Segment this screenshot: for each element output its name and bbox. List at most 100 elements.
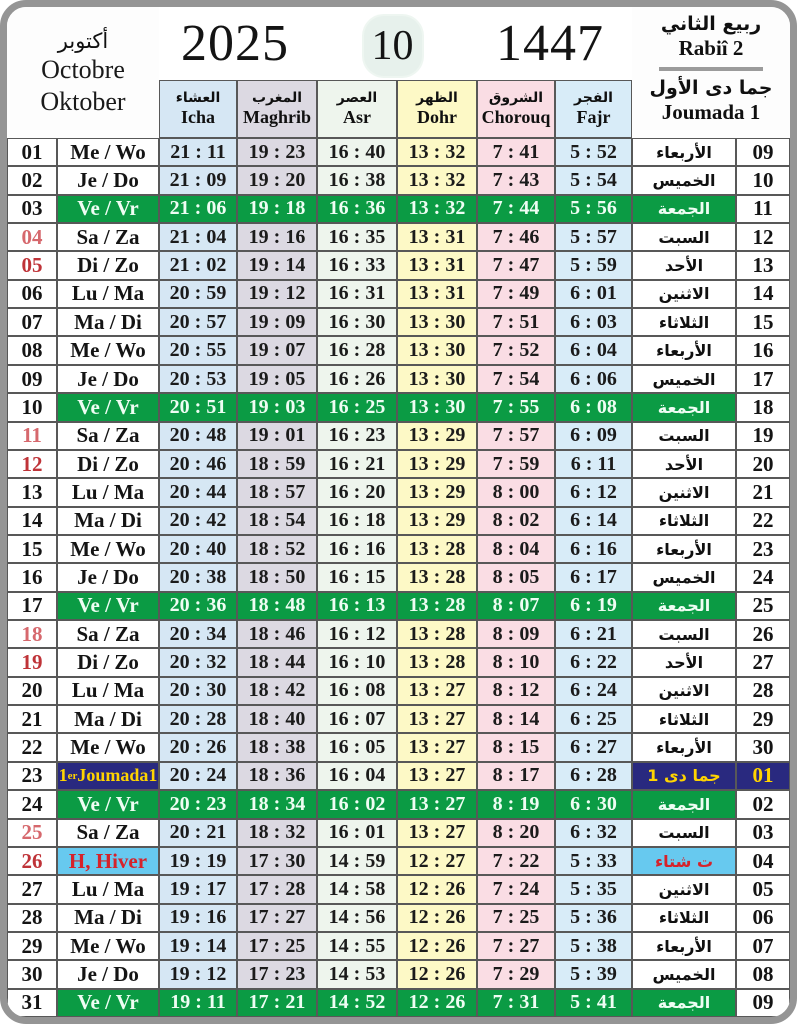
gregorian-date: 23 xyxy=(7,761,57,791)
day-label: Lu / Ma xyxy=(57,279,159,309)
time-chorouq: 8 : 02 xyxy=(477,506,555,535)
time-maghrib: 17 : 21 xyxy=(237,988,317,1017)
hijri-date: 01 xyxy=(736,761,790,791)
time-icha: 21 : 11 xyxy=(159,138,237,167)
time-fajr: 5 : 39 xyxy=(555,960,632,989)
hijri-date: 24 xyxy=(736,563,790,592)
time-icha: 20 : 40 xyxy=(159,534,237,564)
time-asr: 16 : 08 xyxy=(317,676,397,706)
time-dohr: 13 : 31 xyxy=(397,251,477,280)
time-asr: 16 : 23 xyxy=(317,421,397,450)
time-maghrib: 19 : 09 xyxy=(237,308,317,337)
time-chorouq: 7 : 51 xyxy=(477,308,555,337)
time-asr: 16 : 15 xyxy=(317,563,397,592)
time-dohr: 13 : 31 xyxy=(397,223,477,252)
gregorian-date: 18 xyxy=(7,620,57,649)
column-header-maghrib: المغرب Maghrib xyxy=(237,80,317,138)
arabic-day-name: الجمعة xyxy=(632,591,736,621)
column-header-chorouq: الشروق Chorouq xyxy=(477,80,555,138)
arabic-day-name: السبت xyxy=(632,223,736,252)
gregorian-date: 12 xyxy=(7,449,57,479)
day-label: Je / Do xyxy=(57,364,159,394)
time-fajr: 5 : 41 xyxy=(555,988,632,1017)
arabic-day-name: السبت xyxy=(632,421,736,450)
time-fajr: 6 : 09 xyxy=(555,421,632,450)
time-maghrib: 17 : 30 xyxy=(237,846,317,876)
hijri-date: 22 xyxy=(736,506,790,535)
time-chorouq: 7 : 54 xyxy=(477,364,555,394)
arabic-day-name: السبت xyxy=(632,620,736,649)
time-chorouq: 8 : 09 xyxy=(477,620,555,649)
time-chorouq: 7 : 25 xyxy=(477,903,555,932)
time-icha: 20 : 26 xyxy=(159,733,237,762)
time-icha: 21 : 02 xyxy=(159,251,237,280)
time-dohr: 13 : 30 xyxy=(397,364,477,394)
time-asr: 16 : 10 xyxy=(317,648,397,677)
time-maghrib: 19 : 16 xyxy=(237,223,317,252)
time-fajr: 6 : 16 xyxy=(555,534,632,564)
time-chorouq: 8 : 17 xyxy=(477,761,555,791)
gregorian-date: 16 xyxy=(7,563,57,592)
column-header-fajr: الفجر Fajr xyxy=(555,80,632,138)
hijri-date: 09 xyxy=(736,138,790,167)
time-fajr: 5 : 38 xyxy=(555,931,632,961)
time-dohr: 13 : 27 xyxy=(397,790,477,819)
time-maghrib: 19 : 05 xyxy=(237,364,317,394)
gregorian-date: 30 xyxy=(7,960,57,989)
gregorian-date: 04 xyxy=(7,223,57,252)
day-label: Ve / Vr xyxy=(57,790,159,819)
gregorian-date: 24 xyxy=(7,790,57,819)
time-asr: 14 : 55 xyxy=(317,931,397,961)
time-asr: 16 : 28 xyxy=(317,336,397,365)
time-dohr: 13 : 30 xyxy=(397,393,477,422)
day-label: Sa / Za xyxy=(57,223,159,252)
time-fajr: 6 : 27 xyxy=(555,733,632,762)
hijri-date: 09 xyxy=(736,988,790,1017)
time-asr: 16 : 16 xyxy=(317,534,397,564)
hijri-date: 30 xyxy=(736,733,790,762)
time-fajr: 6 : 25 xyxy=(555,705,632,734)
time-dohr: 13 : 29 xyxy=(397,478,477,507)
hijri-date: 03 xyxy=(736,818,790,847)
arabic-day-name: الثلاثاء xyxy=(632,308,736,337)
hijri-date: 20 xyxy=(736,449,790,479)
hijri-date: 14 xyxy=(736,279,790,309)
time-dohr: 13 : 28 xyxy=(397,534,477,564)
gregorian-date: 08 xyxy=(7,336,57,365)
time-asr: 14 : 53 xyxy=(317,960,397,989)
arabic-day-name: الخميس xyxy=(632,166,736,195)
time-maghrib: 19 : 03 xyxy=(237,393,317,422)
time-maghrib: 18 : 36 xyxy=(237,761,317,791)
time-asr: 16 : 12 xyxy=(317,620,397,649)
arabic-day-name: الاثنين xyxy=(632,875,736,904)
column-header-icha: العشاء Icha xyxy=(159,80,237,138)
time-chorouq: 8 : 15 xyxy=(477,733,555,762)
time-fajr: 6 : 30 xyxy=(555,790,632,819)
day-label: 1 er Joumada1 xyxy=(57,761,159,791)
time-fajr: 6 : 08 xyxy=(555,393,632,422)
time-icha: 20 : 51 xyxy=(159,393,237,422)
time-chorouq: 7 : 22 xyxy=(477,846,555,876)
time-maghrib: 18 : 57 xyxy=(237,478,317,507)
time-icha: 20 : 34 xyxy=(159,620,237,649)
time-asr: 14 : 56 xyxy=(317,903,397,932)
time-dohr: 13 : 28 xyxy=(397,563,477,592)
time-asr: 16 : 18 xyxy=(317,506,397,535)
time-fajr: 6 : 24 xyxy=(555,676,632,706)
time-asr: 16 : 07 xyxy=(317,705,397,734)
column-header-maghrib-latin: Maghrib xyxy=(242,106,311,127)
arabic-day-name: الجمعة xyxy=(632,393,736,422)
time-dohr: 13 : 32 xyxy=(397,194,477,224)
time-icha: 20 : 55 xyxy=(159,336,237,365)
time-maghrib: 18 : 46 xyxy=(237,620,317,649)
time-chorouq: 7 : 29 xyxy=(477,960,555,989)
time-chorouq: 7 : 27 xyxy=(477,931,555,961)
time-asr: 14 : 58 xyxy=(317,875,397,904)
time-icha: 20 : 36 xyxy=(159,591,237,621)
time-dohr: 13 : 29 xyxy=(397,421,477,450)
day-label: H, Hiver xyxy=(57,846,159,876)
time-dohr: 13 : 32 xyxy=(397,166,477,195)
hijri-date: 13 xyxy=(736,251,790,280)
hijri-date: 27 xyxy=(736,648,790,677)
time-asr: 16 : 35 xyxy=(317,223,397,252)
